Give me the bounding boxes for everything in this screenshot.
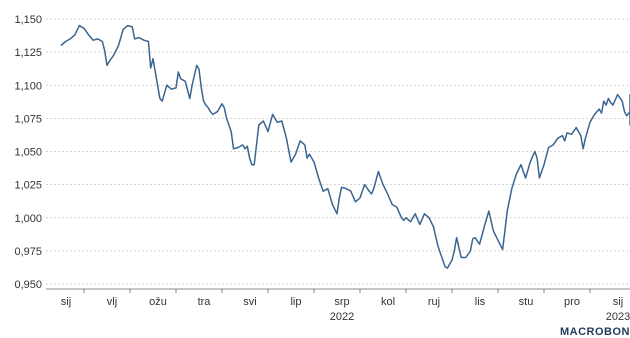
x-tick-label: srp	[334, 296, 349, 308]
y-tick-label: 1,100	[14, 80, 42, 92]
y-tick-label: 1,025	[14, 180, 42, 192]
y-tick-label: 1,000	[14, 213, 42, 225]
logo-text: MACROBON	[560, 326, 630, 338]
year-label: 2023	[606, 311, 630, 323]
y-tick-label: 1,050	[14, 147, 42, 159]
y-tick-label: 1,075	[14, 113, 42, 125]
gridlines	[46, 18, 630, 285]
y-tick-label: 1,150	[14, 14, 42, 26]
y-axis: 1,150 1,125 1,100 1,075 1,050 1,025 1,000 0,975…	[14, 14, 42, 291]
x-tick-label: kol	[381, 296, 395, 308]
x-tick-label: ruj	[428, 296, 440, 308]
year-label: 2022	[330, 311, 354, 323]
y-tick-label: 0,975	[14, 246, 42, 258]
x-tick-label: sij	[61, 296, 71, 308]
x-tick-label: tra	[198, 296, 212, 308]
x-tick-label: lip	[290, 296, 301, 308]
x-tick-label: ožu	[149, 296, 167, 308]
y-tick-label: 1,125	[14, 47, 42, 59]
y-tick-label: 0,950	[14, 279, 42, 291]
x-tick-label: svi	[243, 296, 256, 308]
x-tick-label: vlj	[107, 296, 117, 308]
x-tick-label: pro	[564, 296, 580, 308]
x-tick-label: lis	[475, 296, 486, 308]
x-tick-label: sij	[613, 296, 623, 308]
series-line	[60, 24, 630, 269]
x-axis: sij vlj ožu tra svi lip srp kol ruj lis stu pro sij 2…	[46, 288, 630, 323]
x-tick-label: stu	[519, 296, 534, 308]
macrobond-logo: MACROBON	[560, 326, 630, 338]
